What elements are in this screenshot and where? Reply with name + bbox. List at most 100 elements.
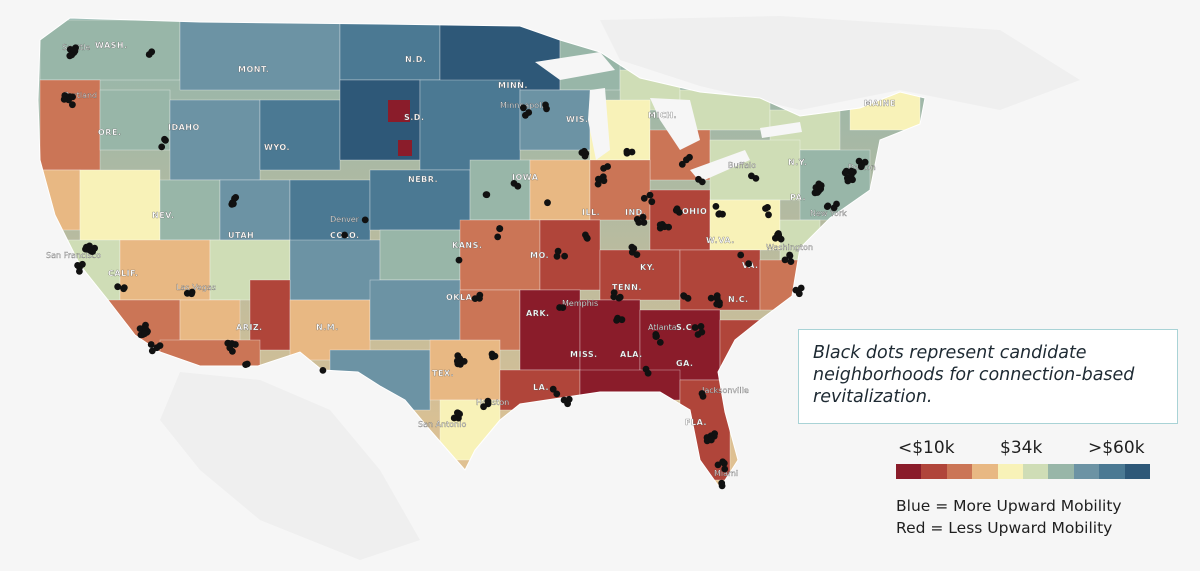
candidate-neighborhood-dot — [162, 136, 169, 144]
state-label: ARK. — [526, 309, 550, 318]
city-label: Jacksonville — [701, 386, 749, 395]
mexico-land — [160, 372, 420, 560]
state-label: GA. — [676, 359, 693, 368]
candidate-neighborhood-dot — [594, 180, 602, 188]
candidate-neighborhood-dot — [484, 397, 492, 405]
candidate-neighborhood-dot — [814, 189, 821, 196]
state-label: OKLA. — [446, 293, 476, 302]
city-label: New York — [810, 209, 847, 218]
candidate-neighborhood-dot — [858, 162, 865, 170]
county-region — [469, 159, 531, 221]
state-label: PA. — [790, 193, 806, 202]
candidate-neighborhood-dot — [553, 390, 561, 398]
legend-swatch — [1048, 464, 1074, 479]
state-label: KY. — [640, 263, 655, 272]
city-label: Miami — [714, 469, 738, 478]
county-region — [369, 279, 461, 341]
county-region — [39, 19, 181, 81]
city-label: Houston — [476, 398, 509, 407]
state-label: ORE. — [98, 128, 121, 137]
candidate-neighborhood-dot — [148, 347, 156, 355]
candidate-neighborhood-dot — [623, 147, 631, 155]
candidate-neighborhood-dot — [752, 175, 760, 182]
state-label: S.C. — [676, 323, 696, 332]
county-region — [379, 229, 461, 281]
city-label: Buffalo — [728, 161, 756, 170]
candidate-neighborhood-dot — [560, 396, 568, 404]
candidate-neighborhood-dot — [141, 330, 149, 338]
city-label: San Antonio — [418, 420, 466, 429]
candidate-neighborhood-dot — [91, 244, 98, 252]
county-region — [99, 89, 171, 151]
great-lakes — [535, 52, 802, 182]
candidate-neighborhood-dot — [775, 231, 783, 239]
candidate-neighborhood-dot — [639, 213, 647, 221]
candidate-neighborhood-dot — [86, 246, 93, 254]
city-label: Atlanta — [648, 323, 677, 332]
candidate-neighborhood-dot — [455, 256, 463, 264]
lake-huron — [650, 98, 700, 150]
state-label: ALA. — [620, 350, 643, 359]
city-label: Portland — [64, 91, 97, 100]
candidate-neighborhood-dot — [673, 205, 681, 213]
county-region — [519, 289, 581, 371]
candidate-neighborhood-dot — [361, 216, 369, 224]
candidate-neighborhood-dot — [640, 194, 648, 202]
candidate-neighborhood-dot — [762, 205, 769, 212]
candidate-neighborhood-dot — [341, 231, 348, 239]
candidate-neighborhood-dot — [691, 324, 699, 331]
city-label: San Francisco — [46, 251, 101, 260]
legend-low-label: <$10k — [898, 438, 955, 458]
legend-red-note: Red = Less Upward Mobility — [896, 519, 1113, 537]
legend-color-scale — [896, 464, 1151, 479]
state-label: MINN. — [498, 81, 528, 90]
candidate-neighborhood-dot — [69, 93, 76, 101]
candidate-neighborhood-dot — [595, 175, 602, 183]
candidate-neighborhood-dot — [494, 233, 502, 241]
candidate-neighborhood-dot — [635, 219, 643, 226]
county-region — [429, 339, 501, 401]
candidate-neighborhood-dot — [553, 252, 561, 260]
state-label: LA. — [533, 383, 549, 392]
candidate-neighborhood-dot — [720, 459, 728, 467]
city-label: Memphis — [562, 299, 598, 308]
canada-land — [600, 16, 1080, 110]
candidate-neighborhood-dot — [714, 461, 722, 469]
candidate-neighborhood-dot — [640, 219, 648, 226]
county-region — [639, 309, 721, 381]
state-label: TENN. — [612, 283, 642, 292]
state-label: N.D. — [405, 55, 426, 64]
state-label: MISS. — [570, 350, 598, 359]
state-label: FLA. — [685, 418, 707, 427]
candidate-neighborhood-dot — [489, 353, 496, 361]
candidate-neighborhood-dot — [456, 410, 463, 418]
candidate-neighborhood-dot — [610, 293, 618, 301]
county-region — [169, 99, 261, 181]
candidate-neighborhood-dot — [684, 294, 692, 302]
candidate-neighborhood-dot — [698, 328, 706, 336]
candidate-neighborhood-dot — [514, 182, 522, 190]
county-region — [589, 159, 651, 221]
candidate-neighborhood-dot — [678, 160, 686, 168]
candidate-neighborhood-dot — [79, 260, 86, 268]
candidate-neighborhood-dot — [114, 283, 122, 291]
legend-swatch — [1073, 464, 1100, 479]
candidate-neighborhood-dot — [718, 479, 726, 487]
candidate-neighborhood-dot — [848, 167, 855, 175]
candidate-neighborhood-dot — [713, 295, 721, 303]
candidate-neighborhood-dot — [841, 169, 849, 177]
candidate-neighborhood-dot — [543, 105, 550, 113]
county-region — [519, 89, 591, 151]
candidate-neighborhood-dot — [156, 342, 164, 349]
candidate-neighborhood-dot — [737, 251, 745, 259]
candidate-neighborhood-dot — [476, 295, 483, 302]
legend-swatch — [1099, 464, 1125, 479]
state-label: ILL. — [582, 208, 600, 217]
county-region — [289, 239, 381, 301]
state-label: MO. — [530, 251, 549, 260]
state-label: KANS. — [452, 241, 482, 250]
candidate-neighborhood-dot — [580, 147, 588, 155]
candidate-neighborhood-dot — [604, 163, 611, 170]
candidate-neighborhood-dot — [480, 403, 487, 411]
